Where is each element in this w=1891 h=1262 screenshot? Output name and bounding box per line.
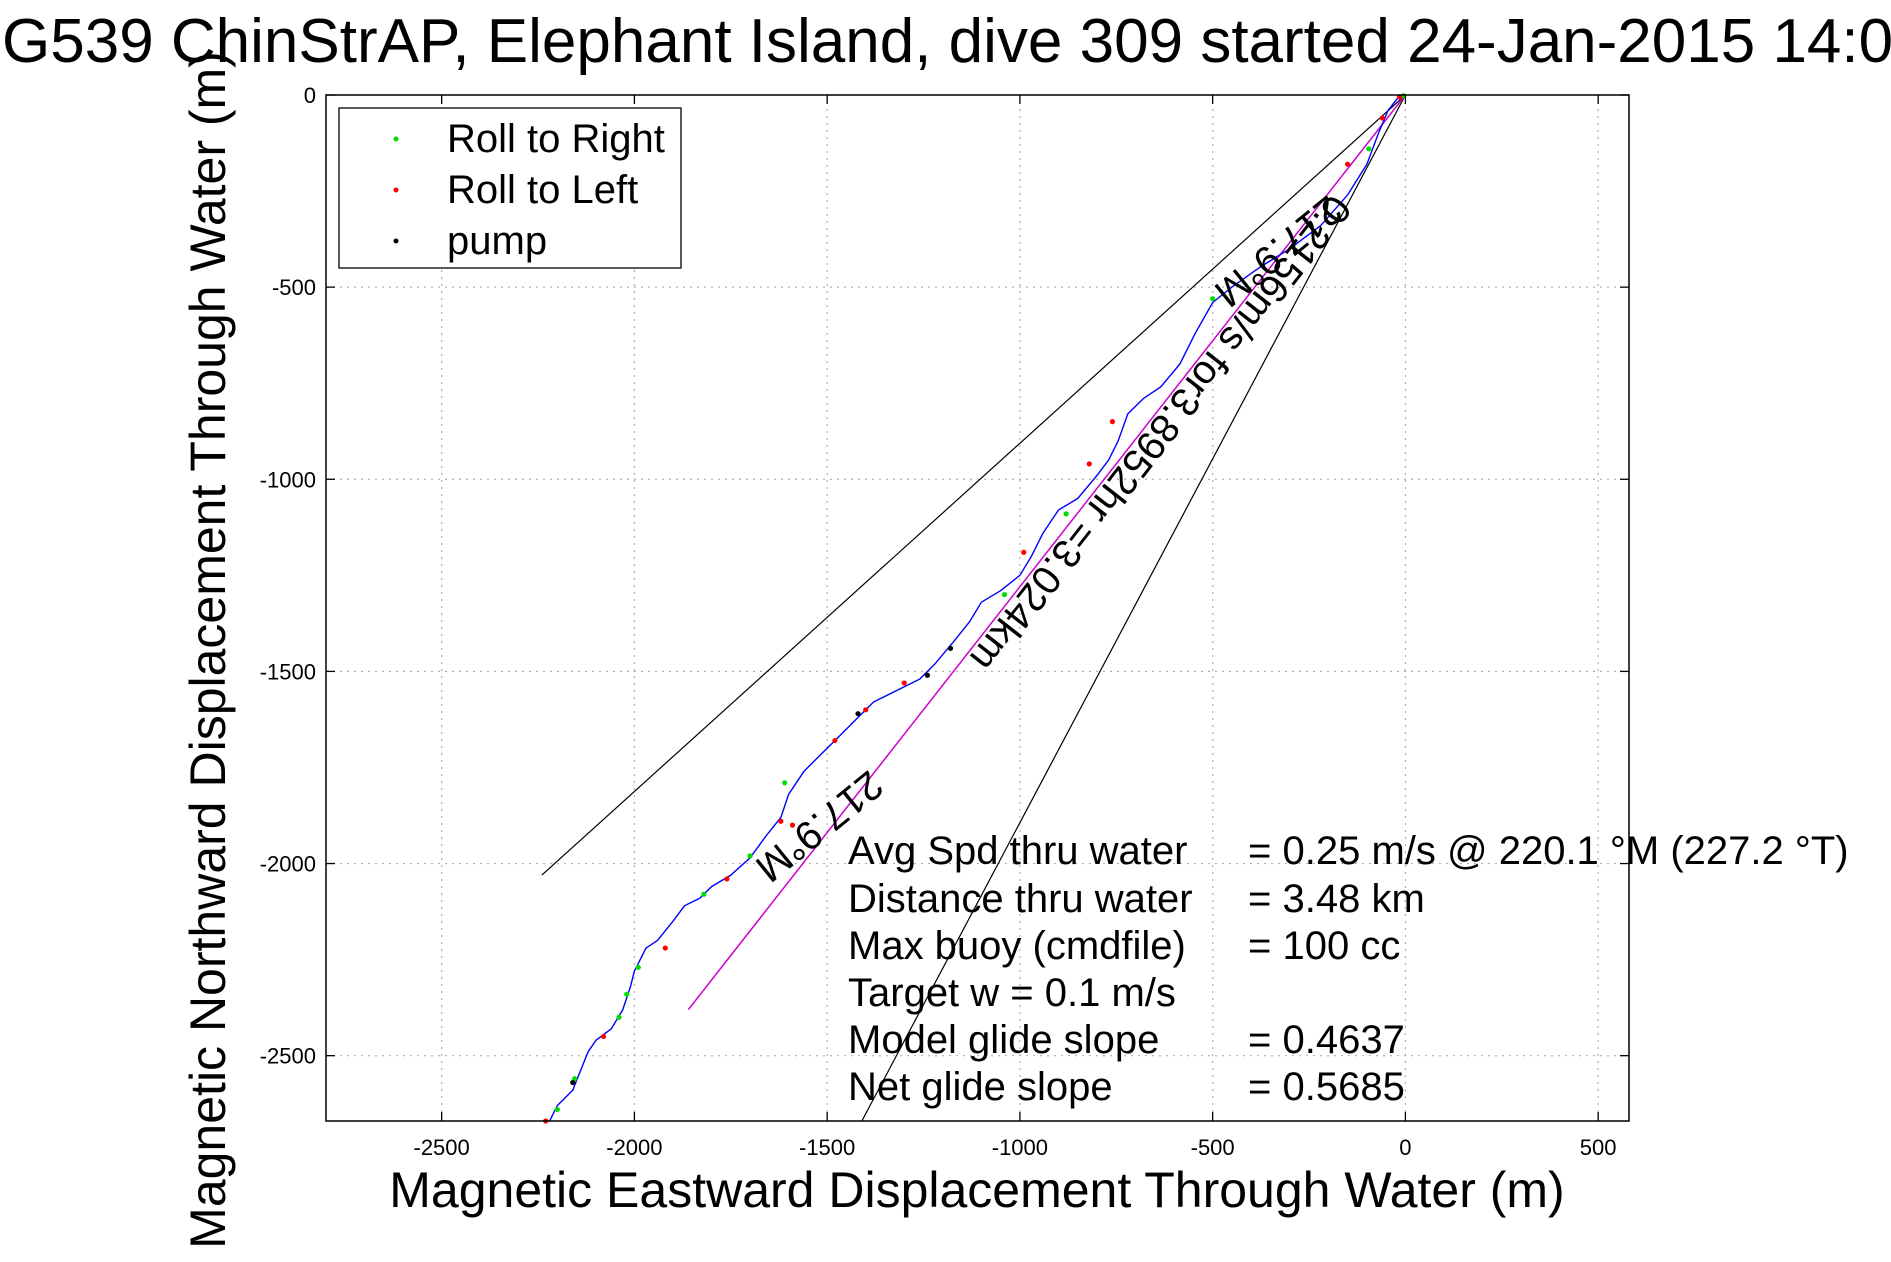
y-ticks: 0 -500 -1000 -1500 -2000 -2500	[260, 83, 1629, 1069]
legend-label-pump: pump	[447, 219, 547, 263]
roll-right-point	[616, 1014, 622, 1020]
roll-right-point	[635, 964, 641, 970]
x-tick-label: -2000	[606, 1135, 662, 1160]
x-ticks: -2500 -2000 -1500 -1000 -500 0 500	[414, 95, 1617, 1160]
y-axis-label: Magnetic Northward Displacement Through …	[180, 51, 236, 1249]
stat-value-distance: = 3.48 km	[1248, 877, 1425, 921]
roll-right-point	[1210, 296, 1216, 302]
roll-left-point	[1379, 115, 1385, 121]
y-tick-label: -1500	[260, 659, 316, 684]
stat-label-target-w: Target w = 0.1 m/s	[848, 971, 1176, 1015]
x-tick-label: -2500	[414, 1135, 470, 1160]
x-tick-label: -500	[1191, 1135, 1235, 1160]
stat-value-net-glide: = 0.5685	[1248, 1065, 1405, 1109]
roll-right-point	[624, 991, 630, 997]
stat-value-avg-speed: = 0.25 m/s @ 220.1 °M (227.2 °T)	[1248, 829, 1849, 873]
heading-lines	[541, 94, 1406, 1122]
chart-title: G539 ChinStrAP, Elephant Island, dive 30…	[2, 7, 1891, 76]
roll-right-point	[747, 853, 753, 859]
x-tick-label: -1500	[799, 1135, 855, 1160]
y-tick-label: 0	[304, 83, 316, 108]
stat-label-avg-speed: Avg Spd thru water	[848, 829, 1187, 873]
roll-left-point	[1109, 419, 1116, 425]
roll-left-point	[778, 818, 784, 824]
net-displacement-line	[687, 94, 1406, 1011]
stat-label-distance: Distance thru water	[848, 877, 1193, 921]
legend: Roll to Right Roll to Left pump	[338, 107, 682, 269]
roll-left-point	[789, 822, 796, 828]
stat-label-model-glide: Model glide slope	[848, 1018, 1159, 1062]
y-tick-label: -500	[272, 275, 316, 300]
stat-label-max-buoy: Max buoy (cmdfile)	[848, 924, 1186, 968]
legend-label-roll-right: Roll to Right	[447, 117, 665, 161]
glider-track	[548, 94, 1406, 1122]
grid	[326, 94, 1629, 1121]
roll-left-point	[1021, 549, 1027, 555]
stats-block: Avg Spd thru water = 0.25 m/s @ 220.1 °M…	[848, 829, 1849, 1109]
roll-right-point	[1366, 146, 1372, 152]
track-line	[548, 94, 1406, 1122]
roll-left-point	[901, 680, 907, 686]
y-tick-label: -1000	[260, 467, 316, 492]
stat-value-model-glide: = 0.4637	[1248, 1018, 1405, 1062]
roll-right-point	[1063, 511, 1069, 517]
x-tick-label: -1000	[992, 1135, 1048, 1160]
legend-label-roll-left: Roll to Left	[447, 168, 638, 212]
markers	[543, 93, 1407, 1124]
roll-right-point	[554, 1106, 560, 1113]
pump-point	[855, 711, 861, 717]
pump-point	[924, 672, 930, 678]
roll-right-point	[701, 891, 707, 897]
x-axis-label: Magnetic Eastward Displacement Through W…	[389, 1162, 1564, 1218]
roll-left-point	[1086, 461, 1092, 467]
stat-label-net-glide: Net glide slope	[848, 1065, 1113, 1109]
roll-right-point	[782, 780, 788, 786]
roll-left-point	[662, 945, 668, 951]
stat-value-max-buoy: = 100 cc	[1248, 924, 1400, 968]
net-line	[687, 94, 1406, 1011]
roll-right-point	[572, 1076, 578, 1082]
legend-marker-roll-left	[393, 187, 399, 193]
roll-left-point	[600, 1033, 607, 1040]
plot-frame	[325, 94, 1630, 1122]
y-tick-label: -2500	[260, 1044, 316, 1069]
roll-left-point	[724, 876, 730, 882]
x-tick-label: 500	[1580, 1135, 1617, 1160]
roll-left-point	[863, 707, 869, 713]
heading-line-2	[861, 94, 1406, 1122]
roll-right-point	[1001, 591, 1008, 598]
legend-marker-roll-right	[393, 136, 399, 142]
roll-left-point	[1344, 161, 1351, 167]
heading-line-1	[541, 94, 1406, 876]
pump-point	[570, 1079, 576, 1086]
roll-left-point	[832, 737, 838, 744]
legend-marker-pump	[393, 238, 399, 244]
x-tick-label: 0	[1399, 1135, 1411, 1160]
pump-point	[947, 645, 954, 651]
y-tick-label: -2000	[260, 852, 316, 877]
